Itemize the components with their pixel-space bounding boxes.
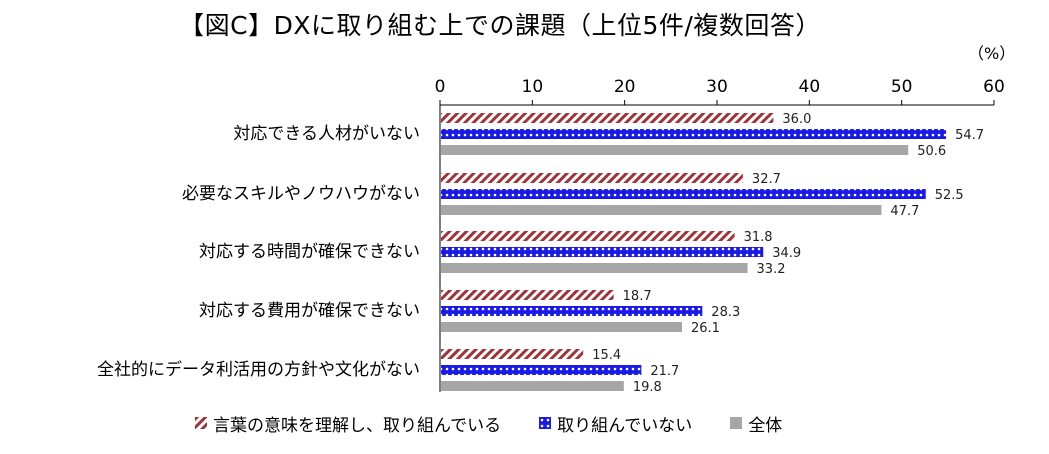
x-tick-label: 50 [891,77,913,97]
bar-series-2 [441,365,642,375]
x-tick-label: 0 [435,77,446,97]
data-label-series-3: 47.7 [890,204,919,219]
x-tick-label: 60 [983,77,1005,97]
category-label: 対応する時間が確保できない [199,242,420,262]
legend-label-series-2: 取り組んでいない [557,415,693,436]
legend-item-series-3: 全体 [730,411,782,436]
bar-series-1 [441,113,774,123]
data-label-series-3: 50.6 [917,144,946,159]
category-label: 対応する費用が確保できない [199,301,420,321]
data-label-series-3: 33.2 [757,262,786,277]
legend-item-series-2: 取り組んでいない [539,411,692,436]
legend-swatch-dotted [539,417,552,429]
data-label-series-1: 36.0 [782,112,811,127]
data-label-series-2: 28.3 [711,305,740,320]
legend-label-series-1: 言葉の意味を理解し、取り組んでいる [213,415,502,436]
bar-series-3 [441,381,624,391]
data-label-series-1: 18.7 [623,289,652,304]
x-tick-label: 30 [706,77,728,97]
data-label-series-2: 54.7 [955,128,984,143]
data-label-series-2: 52.5 [935,188,964,203]
category-label: 全社的にデータ利活用の方針や文化がない [97,359,420,380]
x-tick-label: 10 [522,77,544,97]
data-label-series-1: 15.4 [592,348,621,363]
x-tick-label: 20 [614,77,636,97]
data-label-series-3: 19.8 [633,380,662,395]
category-label: 必要なスキルやノウハウがない [182,184,420,204]
bar-series-3 [441,263,748,273]
bars: 36.0 54.7 50.6 32.7 52.5 47.7 31.834.933.2 18.7… [441,112,984,395]
bar-series-1 [441,290,614,300]
bar-series-3 [441,322,682,332]
legend-swatch-hatched [195,417,207,429]
bar-series-2 [441,306,703,316]
category-label: 対応できる人材がいない [233,124,420,144]
legend-item-series-1: 言葉の意味を理解し、取り組んでいる [195,411,501,436]
legend: 言葉の意味を理解し、取り組んでいる 取り組んでいない 全体 [195,410,820,436]
bar-series-2 [441,189,926,199]
legend-label-series-3: 全体 [748,415,783,436]
data-label-series-1: 32.7 [752,172,781,187]
bar-series-1 [441,231,735,241]
data-label-series-1: 31.8 [744,230,773,245]
data-label-series-2: 34.9 [772,246,801,261]
bar-series-3 [441,145,909,155]
bar-series-2 [441,129,947,139]
unit-label: （%） [968,44,1016,63]
bar-series-1 [441,173,743,183]
data-label-series-2: 21.7 [650,364,679,379]
legend-swatch-solid [730,417,743,429]
chart-title: 【図C】DXに取り組む上での課題（上位5件/複数回答） [179,11,821,40]
bar-series-2 [441,247,764,257]
data-label-series-3: 26.1 [691,321,720,336]
bar-series-3 [441,205,882,215]
category-labels: 対応できる人材がいない必要なスキルやノウハウがない対応する時間が確保できない対応… [97,124,420,380]
bar-series-1 [441,349,584,359]
x-axis: 0 10 20 30 40 50 60 [435,77,1005,392]
x-tick-label: 40 [799,77,821,97]
